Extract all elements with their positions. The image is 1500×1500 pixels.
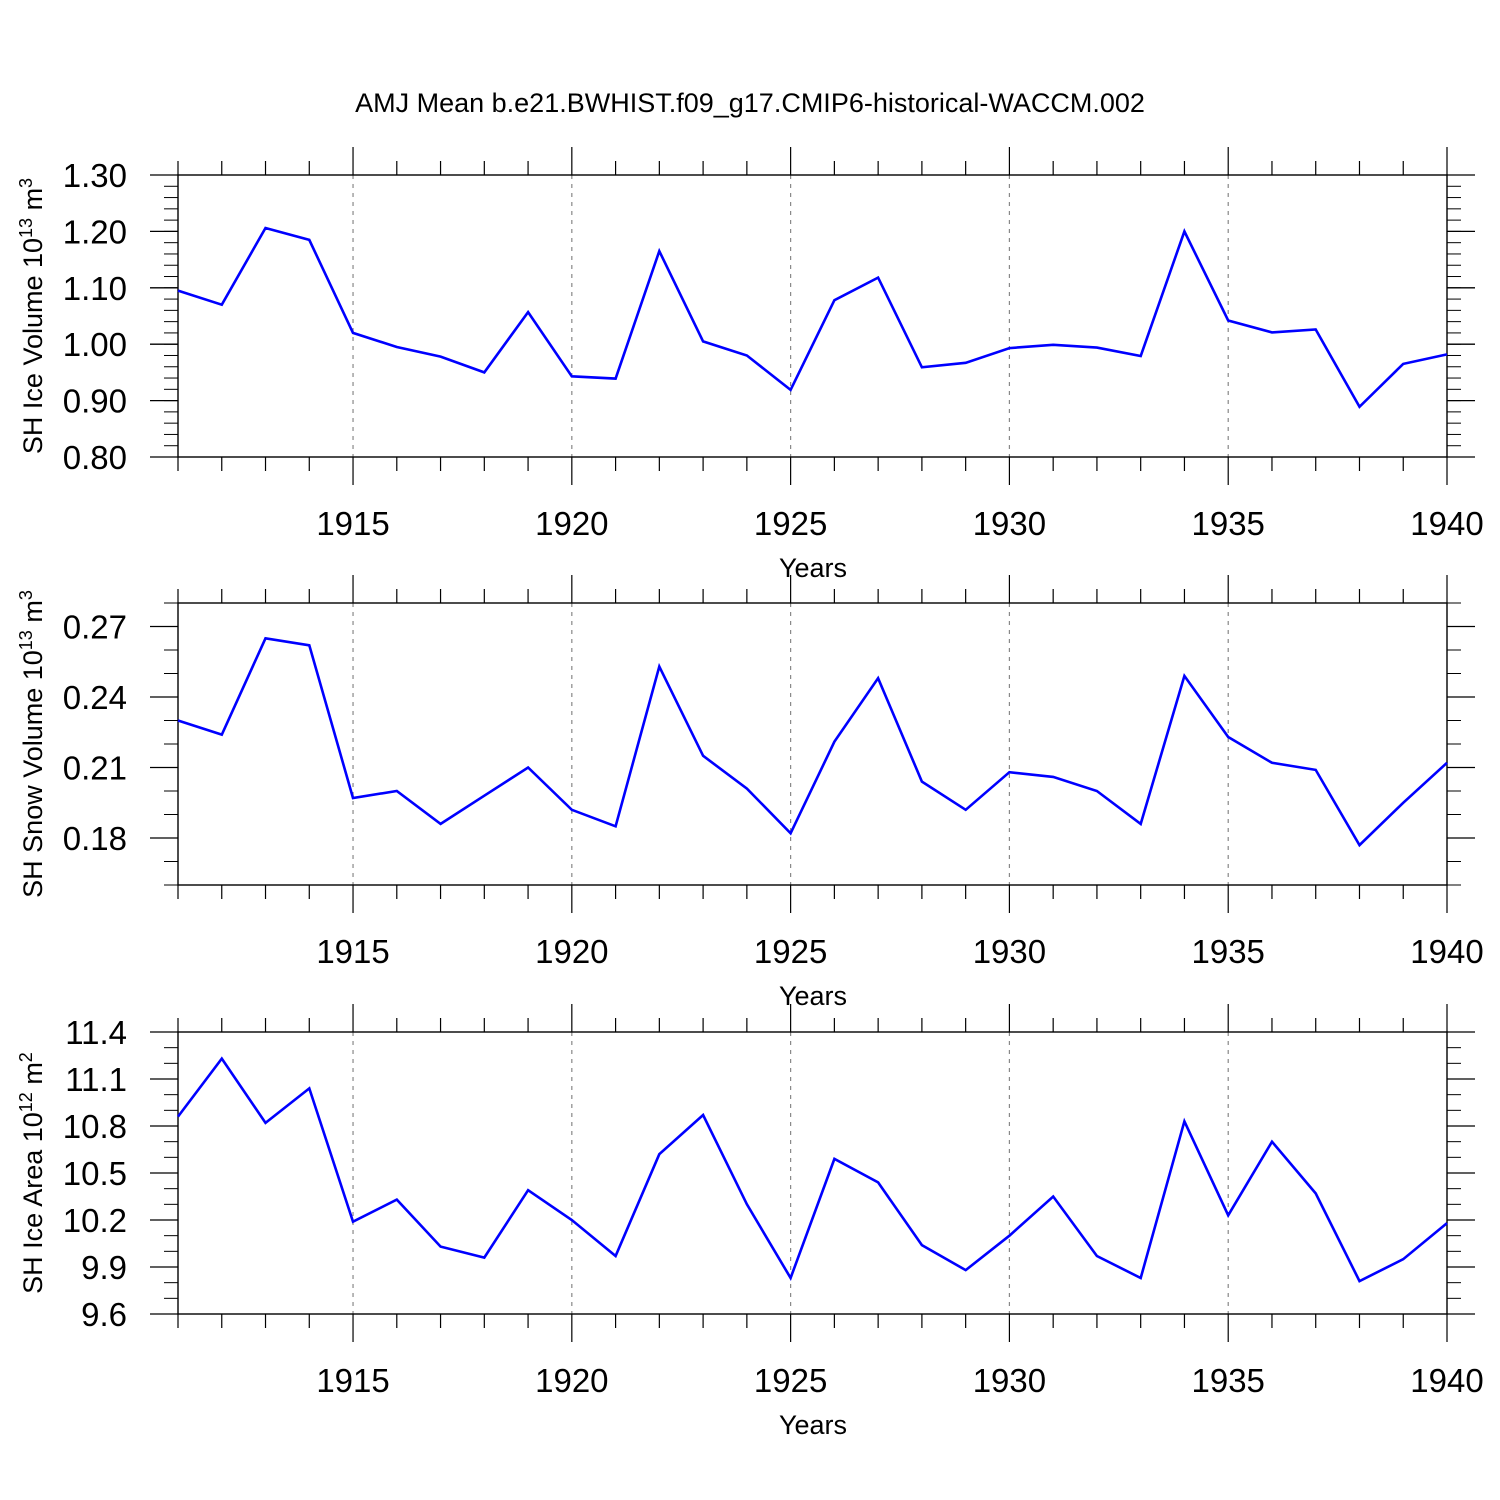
plot-frame xyxy=(177,1031,1448,1315)
series-line xyxy=(176,1056,1448,1283)
x-tick-label: 1925 xyxy=(754,505,827,542)
x-tick-label: 1930 xyxy=(973,505,1046,542)
x-tick-label: 1930 xyxy=(973,933,1046,970)
y-axis-label: SH Snow Volume 1013 m3 xyxy=(16,590,48,898)
chart-panels: 1915 1920 1925 1930 1935 1940 Years 0.80 0.90 1.0… xyxy=(16,147,1484,1440)
y-tick-label: 10.5 xyxy=(63,1155,127,1192)
y-axis-label: SH Ice Volume 1013 m3 xyxy=(16,178,48,454)
y-tick-label: 0.18 xyxy=(63,820,127,857)
chart-title: AMJ Mean b.e21.BWHIST.f09_g17.CMIP6-hist… xyxy=(355,88,1145,118)
x-tick-label: 1920 xyxy=(535,505,608,542)
y-tick-label: 1.20 xyxy=(63,213,127,250)
y-tick-label: 0.24 xyxy=(63,679,127,716)
y-axis-label: SH Ice Area 1012 m2 xyxy=(16,1052,48,1294)
x-tick-label: 1920 xyxy=(535,1362,608,1399)
y-tick-label: 9.6 xyxy=(81,1296,127,1333)
y-tick-label: 10.2 xyxy=(63,1202,127,1239)
y-tick-label: 11.4 xyxy=(65,1014,127,1051)
chart-panel-3: 1915 1920 1925 1930 1935 1940 Years 9.6 9.9 10.2 1… xyxy=(16,1004,1484,1440)
chart-panel-1: 1915 1920 1925 1930 1935 1940 Years 0.80 0.90 1.0… xyxy=(16,147,1484,583)
x-tick-label: 1940 xyxy=(1410,1362,1483,1399)
series-line xyxy=(177,226,1448,409)
y-tick-label: 0.90 xyxy=(63,383,127,420)
x-tick-label: 1925 xyxy=(754,1362,827,1399)
y-tick-label: 1.10 xyxy=(63,270,127,307)
x-tick-label: 1935 xyxy=(1191,505,1264,542)
chart-panel-2: 1915 1920 1925 1930 1935 1940 Years 0.18 0.21 0.2… xyxy=(16,575,1484,1011)
y-tick-label: 0.21 xyxy=(63,750,127,787)
x-tick-label: 1940 xyxy=(1410,933,1483,970)
x-tick-label: 1915 xyxy=(316,1362,389,1399)
y-tick-label: 1.00 xyxy=(63,326,127,363)
plot-frame xyxy=(177,602,1448,886)
x-tick-label: 1935 xyxy=(1191,1362,1264,1399)
y-tick-label: 9.9 xyxy=(81,1249,127,1286)
y-tick-label: 1.30 xyxy=(63,157,127,194)
x-axis-label: Years xyxy=(779,553,847,583)
y-tick-label: 10.8 xyxy=(63,1108,127,1145)
x-axis-label: Years xyxy=(779,1410,847,1440)
x-tick-label: 1930 xyxy=(973,1362,1046,1399)
x-tick-label: 1915 xyxy=(316,933,389,970)
x-tick-label: 1915 xyxy=(316,505,389,542)
x-tick-label: 1940 xyxy=(1410,505,1483,542)
y-tick-label: 0.80 xyxy=(63,439,127,476)
plot-frame xyxy=(177,174,1448,458)
y-tick-label: 0.27 xyxy=(63,609,127,646)
series-line xyxy=(177,636,1448,848)
y-tick-label: 11.1 xyxy=(65,1061,127,1098)
x-axis-label: Years xyxy=(779,981,847,1011)
x-tick-label: 1925 xyxy=(754,933,827,970)
x-tick-label: 1935 xyxy=(1191,933,1264,970)
x-tick-label: 1920 xyxy=(535,933,608,970)
